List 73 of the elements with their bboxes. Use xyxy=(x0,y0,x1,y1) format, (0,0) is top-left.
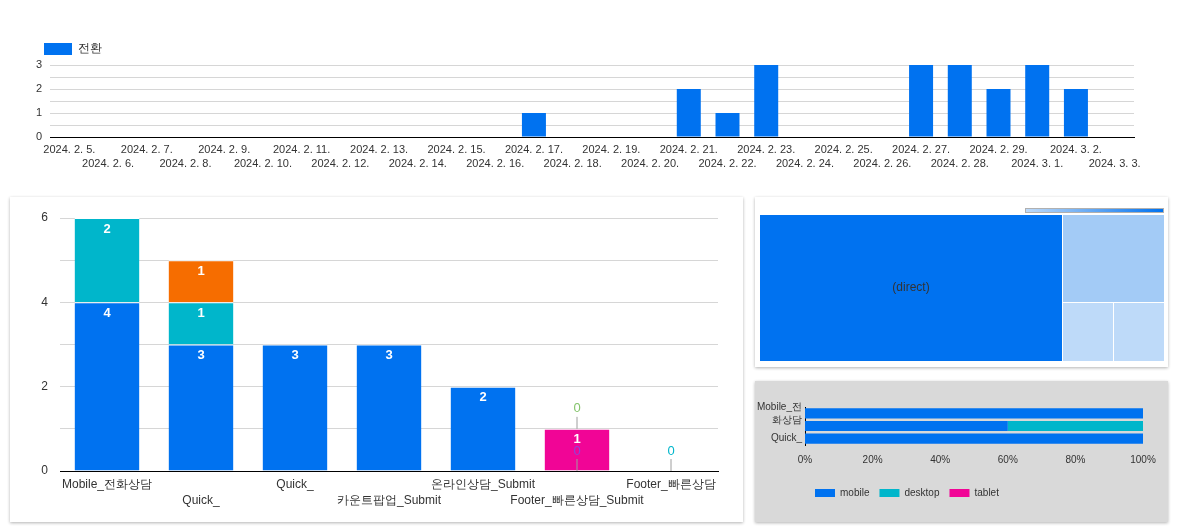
legend-label: mobile xyxy=(840,486,870,498)
data-label: 2 xyxy=(479,389,487,405)
x-tick-label: 2024. 2. 27. xyxy=(892,143,951,156)
x-tick-label: 2024. 2. 15. xyxy=(427,143,486,156)
x-tick-label: 2024. 2. 16. xyxy=(466,157,525,170)
x-tick-label: 2024. 2. 26. xyxy=(853,157,912,170)
x-tick-label: Quick_ xyxy=(276,477,314,492)
bar xyxy=(1025,65,1050,137)
x-tick-label: Mobile_전화상담 xyxy=(61,477,153,492)
x-tick-label: 40% xyxy=(930,453,951,465)
x-tick-label: 2024. 2. 29. xyxy=(969,143,1028,156)
data-label: 1 xyxy=(197,262,205,278)
x-tick-label: 2024. 2. 23. xyxy=(737,143,796,156)
x-tick-label: 온라인상담_Submit xyxy=(430,477,536,492)
data-label: 1 xyxy=(197,304,205,320)
data-label: 0 xyxy=(573,400,581,416)
x-tick-label: 카운트팝업_Submit xyxy=(336,492,442,507)
x-tick-label: 100% xyxy=(1130,453,1156,465)
data-label: 4 xyxy=(103,304,112,320)
legend-label: desktop xyxy=(904,486,940,498)
x-tick-label: 2024. 2. 13. xyxy=(350,143,409,156)
x-tick-label: 60% xyxy=(997,453,1018,465)
data-label: 0 xyxy=(667,442,675,458)
x-tick-label: 2024. 2. 25. xyxy=(814,143,873,156)
bar xyxy=(754,65,779,137)
y-tick-label: 2 xyxy=(35,82,42,95)
x-tick-label: Quick_ xyxy=(182,492,220,507)
x-tick-label: 2024. 3. 3. xyxy=(1088,157,1141,170)
x-tick-label: Footer_빠른상담 xyxy=(626,477,716,492)
bar xyxy=(715,113,740,137)
x-tick-label: 2024. 3. 1. xyxy=(1011,157,1064,170)
bar xyxy=(521,113,546,137)
x-tick-label: 2024. 2. 9. xyxy=(198,143,251,156)
x-tick-label: 2024. 2. 17. xyxy=(504,143,563,156)
y-tick-label: 4 xyxy=(41,294,49,309)
x-tick-label: 80% xyxy=(1065,453,1086,465)
x-tick-label: 2024. 2. 19. xyxy=(582,143,641,156)
x-tick-label: 0% xyxy=(797,453,813,465)
y-tick-label: 6 xyxy=(41,210,49,225)
x-tick-label: 2024. 2. 10. xyxy=(233,157,292,170)
x-tick-label: 2024. 2. 8. xyxy=(159,157,212,170)
bar xyxy=(676,89,701,137)
bar xyxy=(947,65,972,137)
x-tick-label: 2024. 2. 20. xyxy=(621,157,680,170)
bar xyxy=(1063,89,1088,137)
legend-label: tablet xyxy=(974,486,1000,498)
y-tick-label: 1 xyxy=(35,106,42,119)
x-tick-label: 2024. 2. 6. xyxy=(82,157,135,170)
x-tick-label: 2024. 2. 21. xyxy=(659,143,718,156)
legend-label: 전환 xyxy=(78,41,102,56)
data-label: 3 xyxy=(291,347,299,363)
x-tick-label: 2024. 2. 28. xyxy=(930,157,989,170)
data-label: 3 xyxy=(197,347,205,363)
x-tick-label: 2024. 2. 11. xyxy=(272,143,331,156)
bar xyxy=(909,65,934,137)
x-tick-label: 20% xyxy=(862,453,883,465)
x-tick-label: 2024. 2. 18. xyxy=(543,157,602,170)
y-tick-label: 0 xyxy=(41,463,49,478)
y-tick-label: 3 xyxy=(35,58,42,71)
category-label: (direct) xyxy=(892,280,930,295)
x-tick-label: 2024. 2. 5. xyxy=(43,143,96,156)
y-tick-label: 0 xyxy=(35,130,42,143)
x-tick-label: 2024. 2. 12. xyxy=(311,157,370,170)
bar xyxy=(986,89,1011,137)
x-tick-label: 2024. 2. 24. xyxy=(775,157,834,170)
y-tick-label: 2 xyxy=(41,378,49,393)
x-tick-label: 2024. 2. 14. xyxy=(388,157,447,170)
x-tick-label: 2024. 2. 22. xyxy=(698,157,757,170)
data-label: 3 xyxy=(385,347,393,363)
x-tick-label: Footer_빠른상담_Submit xyxy=(510,492,645,507)
x-tick-label: 2024. 3. 2. xyxy=(1049,143,1102,156)
x-tick-label: 2024. 2. 7. xyxy=(120,143,173,156)
data-label: 2 xyxy=(103,220,111,236)
